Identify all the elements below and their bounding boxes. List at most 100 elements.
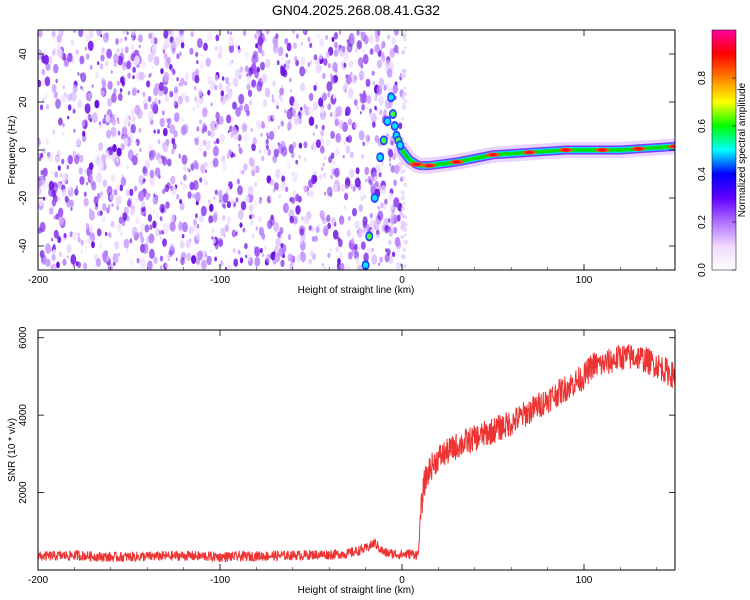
noise-speck	[67, 104, 72, 111]
noise-speck	[150, 104, 153, 109]
noise-speck	[40, 169, 44, 176]
noise-speck	[161, 110, 165, 116]
noise-speck	[244, 243, 248, 250]
noise-speck	[378, 77, 385, 88]
noise-speck	[146, 80, 151, 88]
noise-speck	[402, 91, 408, 97]
noise-speck	[285, 53, 289, 58]
noise-speck	[193, 218, 198, 226]
noise-speck	[143, 213, 146, 217]
noise-speck	[256, 66, 260, 73]
noise-speck	[375, 164, 380, 173]
noise-speck	[69, 186, 72, 191]
noise-speck	[338, 120, 344, 130]
track-blob-core	[384, 118, 390, 125]
noise-speck	[213, 140, 216, 145]
noise-speck	[376, 85, 383, 96]
noise-speck	[231, 59, 234, 64]
noise-speck	[269, 196, 273, 201]
noise-speck	[151, 101, 158, 113]
noise-speck	[116, 48, 120, 53]
noise-speck	[330, 75, 336, 85]
noise-speck	[57, 43, 60, 48]
noise-speck	[299, 66, 306, 77]
noise-speck	[218, 239, 223, 247]
noise-speck	[273, 221, 280, 232]
noise-speck	[392, 84, 398, 94]
noise-speck	[311, 174, 317, 185]
noise-speck	[344, 192, 349, 201]
noise-speck	[401, 91, 405, 94]
noise-speck	[275, 168, 281, 179]
noise-speck	[164, 94, 169, 103]
noise-speck	[260, 133, 263, 137]
noise-speck	[72, 108, 76, 114]
noise-speck	[169, 221, 176, 232]
noise-speck	[110, 220, 115, 228]
noise-speck	[58, 207, 64, 218]
noise-speck	[313, 107, 316, 112]
noise-speck	[181, 92, 186, 100]
noise-speck	[389, 205, 394, 212]
noise-speck	[287, 126, 291, 131]
noise-speck	[351, 237, 355, 244]
noise-speck	[209, 203, 214, 212]
noise-speck	[404, 216, 408, 219]
noise-speck	[173, 130, 178, 138]
noise-speck	[79, 176, 85, 186]
noise-speck	[291, 171, 295, 177]
noise-speck	[264, 37, 267, 43]
noise-speck	[292, 189, 297, 197]
noise-speck	[234, 267, 238, 270]
noise-speck	[79, 55, 85, 65]
noise-speck	[356, 30, 360, 36]
noise-speck	[157, 139, 161, 145]
y-tick-label: 6000	[18, 326, 29, 349]
noise-speck	[246, 76, 251, 84]
noise-speck	[379, 256, 383, 263]
noise-speck	[55, 98, 61, 110]
noise-speck	[179, 51, 182, 56]
noise-speck	[276, 105, 279, 110]
noise-speck	[38, 30, 43, 38]
noise-speck	[258, 198, 262, 205]
noise-speck	[354, 220, 360, 230]
snr-x-axis: -200 -100 0 100	[28, 330, 658, 586]
noise-speck	[148, 233, 155, 244]
noise-speck	[313, 54, 318, 61]
noise-speck	[256, 81, 263, 92]
noise-speck	[225, 85, 229, 91]
noise-speck	[51, 254, 56, 261]
noise-speck	[165, 201, 170, 209]
noise-speck	[246, 248, 252, 259]
noise-speck	[384, 229, 388, 234]
noise-speck	[332, 264, 336, 270]
noise-speck	[171, 77, 174, 82]
noise-speck	[167, 254, 170, 259]
track-blob-core	[363, 262, 369, 269]
noise-speck	[350, 183, 354, 189]
noise-speck	[73, 128, 76, 133]
noise-speck	[111, 93, 117, 103]
noise-speck	[343, 205, 346, 210]
noise-speck	[107, 80, 113, 90]
noise-speck	[371, 70, 375, 76]
noise-speck	[224, 224, 230, 233]
noise-speck	[167, 117, 172, 125]
noise-speck	[391, 37, 397, 46]
noise-speck	[163, 30, 169, 39]
noise-speck	[282, 181, 287, 188]
noise-speck	[257, 215, 263, 223]
noise-speck	[319, 173, 323, 180]
noise-speck	[222, 203, 226, 209]
noise-speck	[51, 84, 57, 93]
noise-speck	[223, 233, 226, 238]
track-hotspot-core	[412, 163, 421, 166]
noise-speck	[42, 147, 46, 154]
noise-speck	[80, 85, 83, 90]
noise-speck	[178, 153, 182, 159]
noise-speck	[131, 226, 138, 237]
noise-speck	[280, 96, 283, 103]
noise-speck	[61, 188, 67, 197]
noise-speck	[248, 185, 254, 196]
